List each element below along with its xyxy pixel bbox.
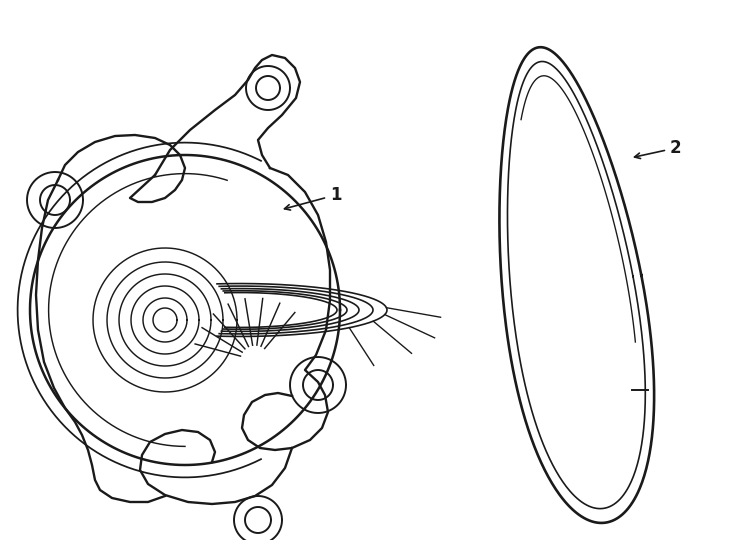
Text: 1: 1 [285, 186, 341, 210]
Text: 2: 2 [634, 139, 682, 159]
